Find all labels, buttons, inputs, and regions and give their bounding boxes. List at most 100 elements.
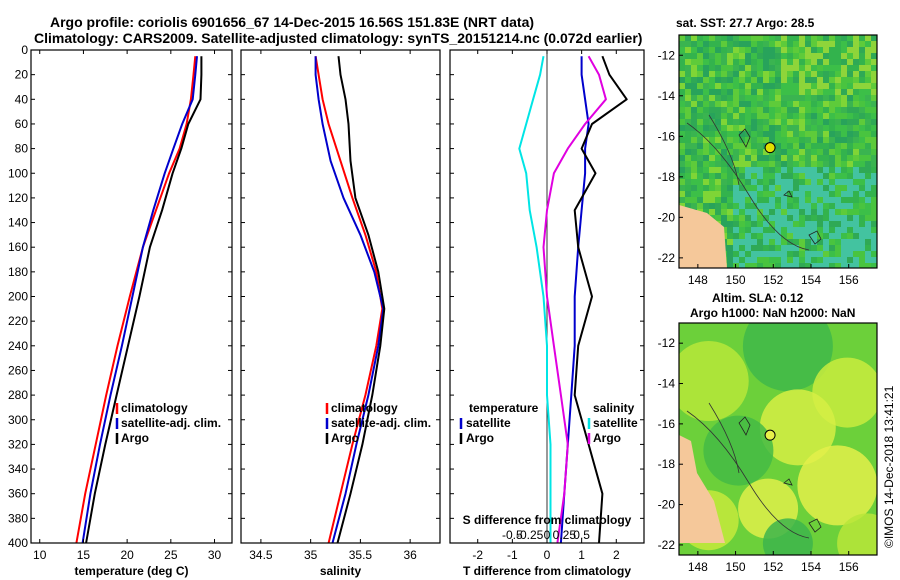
y-tick-label: 140 bbox=[8, 216, 28, 230]
y-tick-label: 320 bbox=[8, 437, 28, 451]
x-tick-label: -2 bbox=[472, 548, 483, 562]
y-tick-label: -12 bbox=[658, 48, 676, 62]
x-tick-label: 156 bbox=[839, 273, 859, 287]
top-axis-label: S difference from climatology bbox=[463, 513, 632, 527]
y-tick-label: 80 bbox=[15, 142, 29, 156]
y-tick-label: -14 bbox=[658, 89, 676, 103]
legend-entry: climatology bbox=[121, 401, 188, 415]
y-tick-label: 0 bbox=[21, 43, 28, 57]
series-s-satellite bbox=[518, 56, 552, 543]
top-tick-label: -0.5 bbox=[502, 528, 523, 542]
title-line-1: Argo profile: coriolis 6901656_67 14-Dec… bbox=[50, 14, 534, 30]
x-tick-label: 152 bbox=[763, 560, 783, 574]
y-tick-label: -14 bbox=[658, 377, 676, 391]
argo-position-marker bbox=[764, 142, 776, 154]
top-tick-label: 0 bbox=[544, 528, 551, 542]
y-tick-label: 280 bbox=[8, 388, 28, 402]
top-tick-label: 0.25 bbox=[553, 528, 577, 542]
x-tick-label: 148 bbox=[688, 273, 708, 287]
map-frame bbox=[678, 34, 878, 269]
x-tick-label: 150 bbox=[726, 273, 746, 287]
x-tick-label: 2 bbox=[613, 548, 620, 562]
x-tick-label: 154 bbox=[801, 273, 821, 287]
x-tick-label: -1 bbox=[507, 548, 518, 562]
legend-entry: Argo bbox=[331, 431, 359, 445]
x-axis-label: salinity bbox=[320, 564, 362, 578]
plot-frame bbox=[240, 49, 441, 544]
y-tick-label: 300 bbox=[8, 413, 28, 427]
reef-outline bbox=[738, 416, 751, 436]
sla-blob bbox=[837, 513, 877, 555]
series-t-satellite bbox=[559, 56, 590, 544]
legend-entry: satellite-adj. clim. bbox=[331, 416, 431, 430]
y-tick-label: -12 bbox=[658, 336, 676, 350]
y-tick-label: 360 bbox=[8, 487, 28, 501]
x-tick-label: 152 bbox=[763, 273, 783, 287]
x-axis-label: T difference from climatology bbox=[463, 564, 631, 578]
series-satellite-adj-clim- bbox=[314, 56, 385, 544]
y-tick-label: 180 bbox=[8, 265, 28, 279]
reef-outline bbox=[708, 402, 740, 474]
legend-entry: salinity bbox=[593, 401, 635, 415]
y-tick-label: -18 bbox=[658, 457, 676, 471]
sst-map: 148 150 152 154 156 -12 -14 -16 -18 -20 -22 bbox=[658, 34, 878, 287]
y-tick-label: 100 bbox=[8, 166, 28, 180]
y-tick-label: -16 bbox=[658, 129, 676, 143]
y-tick-label: 240 bbox=[8, 339, 28, 353]
map-field bbox=[679, 323, 877, 555]
argo-position-marker bbox=[764, 429, 776, 441]
legend-entry: Argo bbox=[121, 431, 149, 445]
legend-entry: satellite bbox=[466, 416, 511, 430]
series-argo bbox=[336, 56, 386, 544]
x-tick-label: 34.5 bbox=[249, 548, 273, 562]
sla-map-title: Altim. SLA: 0.12 bbox=[712, 291, 804, 305]
reef-outline bbox=[783, 190, 793, 198]
y-tick-label: -16 bbox=[658, 417, 676, 431]
legend-entry: satellite-adj. clim. bbox=[121, 416, 221, 430]
title-line-2: Climatology: CARS2009. Satellite-adjuste… bbox=[34, 30, 642, 46]
sla-blob bbox=[762, 518, 813, 555]
x-tick-label: 156 bbox=[839, 560, 859, 574]
x-tick-label: 25 bbox=[164, 548, 178, 562]
top-tick-label: -0.25 bbox=[516, 528, 544, 542]
sla-blob bbox=[759, 389, 836, 466]
legend-entry: temperature bbox=[469, 401, 539, 415]
y-tick-label: 120 bbox=[8, 191, 28, 205]
sla-blob bbox=[679, 341, 749, 421]
reef-outline bbox=[783, 478, 793, 486]
x-tick-label: 35 bbox=[304, 548, 318, 562]
series-t-argo bbox=[573, 55, 628, 544]
y-tick-label: 60 bbox=[15, 117, 29, 131]
reef-outline bbox=[686, 410, 810, 539]
x-tick-label: 154 bbox=[801, 560, 821, 574]
land-mass bbox=[679, 205, 727, 268]
y-tick-label: 340 bbox=[8, 462, 28, 476]
series-argo bbox=[85, 56, 203, 544]
y-tick-label: 20 bbox=[15, 68, 29, 82]
x-tick-label: 150 bbox=[726, 560, 746, 574]
y-tick-label: -20 bbox=[658, 498, 676, 512]
y-tick-label: 200 bbox=[8, 290, 28, 304]
sst-map-title: sat. SST: 27.7 Argo: 28.5 bbox=[676, 16, 815, 30]
reef-outline bbox=[708, 114, 740, 186]
reef-outline bbox=[738, 128, 751, 148]
x-tick-label: 0 bbox=[544, 548, 551, 562]
y-tick-label: 400 bbox=[8, 536, 28, 550]
x-tick-label: 15 bbox=[77, 548, 91, 562]
y-tick-label: 40 bbox=[15, 92, 29, 106]
reef-outline bbox=[686, 122, 810, 251]
map-field bbox=[679, 35, 877, 268]
sla-blob bbox=[703, 415, 774, 486]
legend-entry: Argo bbox=[466, 431, 494, 445]
y-tick-label: -18 bbox=[658, 170, 676, 184]
salinity-panel: 34.5 35 35.5 36 salinity climatologysatellite… bbox=[240, 49, 441, 578]
x-tick-label: 36 bbox=[403, 548, 417, 562]
reef-outline bbox=[808, 518, 822, 533]
x-tick-label: 30 bbox=[208, 548, 222, 562]
y-tick-label: -22 bbox=[658, 251, 676, 265]
x-tick-label: 1 bbox=[578, 548, 585, 562]
legend-entry: climatology bbox=[331, 401, 398, 415]
y-tick-label: 260 bbox=[8, 363, 28, 377]
y-tick-label: -22 bbox=[658, 538, 676, 552]
